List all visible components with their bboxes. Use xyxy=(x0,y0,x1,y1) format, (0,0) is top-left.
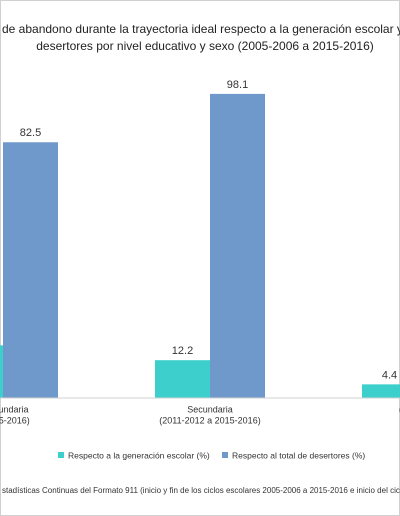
legend-swatch xyxy=(58,452,64,458)
bar xyxy=(155,360,210,398)
data-label: 98.1 xyxy=(227,79,248,91)
x-tick-label: (2011-2012 a 2015-2016) xyxy=(159,415,260,425)
x-tick-label: (2008-20 xyxy=(399,404,400,414)
bar xyxy=(3,142,58,398)
data-label: 82.5 xyxy=(20,127,41,139)
data-label: 4.4 xyxy=(382,369,397,381)
source-note: stadísticas Continuas del Formato 911 (i… xyxy=(2,486,400,495)
x-tick-label: Secundaria xyxy=(187,404,233,414)
chart-title: desertores por nivel educativo y sexo (2… xyxy=(36,39,374,53)
data-label: 12.2 xyxy=(172,345,193,357)
bar xyxy=(210,93,265,398)
chart-title: de abandono durante la trayectoria ideal… xyxy=(2,22,400,36)
x-tick-label: a 2015-2016) xyxy=(0,415,30,425)
legend-label: Respecto a la generación escolar (%) xyxy=(68,450,210,460)
bar xyxy=(362,384,400,398)
legend-label: Respecto al total de desertores (%) xyxy=(232,450,365,460)
bar xyxy=(0,345,3,398)
legend-swatch xyxy=(222,452,228,458)
x-tick-label: y secundaria xyxy=(0,404,29,414)
